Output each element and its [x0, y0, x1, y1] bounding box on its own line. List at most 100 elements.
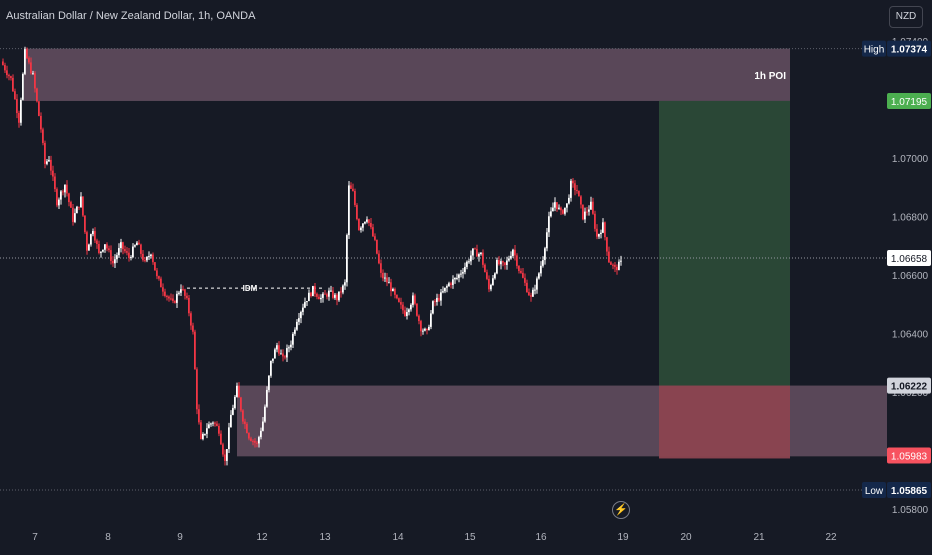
candle-body	[114, 259, 116, 264]
profit-zone[interactable]	[659, 100, 790, 386]
candle-body	[100, 251, 102, 253]
candle-body	[552, 207, 554, 212]
stop-loss-badge-bg	[887, 447, 931, 464]
candle-body	[386, 277, 388, 283]
candle-body	[318, 296, 320, 300]
candle-body	[252, 440, 254, 442]
candle-body	[326, 294, 328, 297]
candle-body	[496, 259, 498, 274]
candle-body	[222, 444, 224, 455]
candle-body	[84, 215, 86, 233]
candle-body	[482, 252, 484, 265]
symbol-title: Australian Dollar / New Zealand Dollar, …	[6, 10, 256, 22]
candle-body	[248, 433, 250, 439]
price-tick: 1.06400	[892, 330, 929, 341]
candle-body	[238, 385, 240, 398]
candle-body	[162, 287, 164, 292]
candle-body	[86, 232, 88, 251]
candle-body	[372, 227, 374, 237]
candle-body	[118, 248, 120, 256]
candle-body	[322, 293, 324, 298]
candle-body	[230, 414, 232, 428]
price-tick: 1.06600	[892, 271, 929, 282]
candle-body	[32, 73, 34, 75]
candle-body	[66, 184, 68, 194]
poi-zone[interactable]	[24, 48, 790, 101]
lightning-icon[interactable]: ⚡	[612, 501, 630, 519]
candle-body	[90, 234, 92, 245]
candle-body	[478, 254, 480, 257]
candle-body	[446, 286, 448, 288]
price-lines: IDM	[0, 48, 887, 491]
candle-body	[40, 115, 42, 130]
candle-body	[518, 265, 520, 271]
candle-body	[566, 203, 568, 208]
candle-body	[504, 262, 506, 265]
candle-body	[4, 65, 6, 71]
candle-body	[130, 257, 132, 259]
candle-body	[122, 242, 124, 250]
candle-body	[364, 221, 366, 224]
candle-body	[144, 260, 146, 262]
candle-body	[612, 264, 614, 266]
candle-body	[98, 244, 100, 253]
candle-body	[562, 210, 564, 214]
candle-body	[94, 231, 96, 241]
candle-body	[116, 255, 118, 260]
candle-body	[554, 202, 556, 208]
time-tick: 13	[319, 532, 331, 543]
candle-body	[276, 345, 278, 350]
candle-body	[184, 289, 186, 296]
candle-body	[170, 298, 172, 300]
candle-body	[108, 248, 110, 251]
low-price-badge-bg	[887, 481, 931, 498]
candle-body	[194, 331, 196, 370]
candle-body	[354, 190, 356, 206]
candle-body	[14, 91, 16, 100]
candle-body	[226, 449, 228, 461]
candle-body	[266, 389, 268, 407]
candle-body	[358, 219, 360, 231]
candle-body	[224, 454, 226, 461]
candle-body	[140, 244, 142, 254]
loss-zone[interactable]	[659, 385, 790, 459]
candle-body	[606, 237, 608, 252]
candle-body	[260, 430, 262, 438]
candle-body	[174, 300, 176, 303]
take-profit-badge: 1.07195	[891, 97, 928, 108]
candle-body	[20, 99, 22, 123]
candle-body	[598, 234, 600, 237]
candle-body	[52, 170, 54, 177]
candle-body	[64, 184, 66, 193]
candle-body	[74, 213, 76, 222]
candle-body	[416, 303, 418, 316]
time-tick: 19	[617, 532, 629, 543]
candle-body	[344, 282, 346, 286]
high-label-bg	[862, 40, 886, 57]
candle-body	[564, 207, 566, 214]
candle-body	[402, 304, 404, 311]
candle-body	[408, 309, 410, 313]
low-label-bg	[862, 481, 886, 498]
candle-body	[264, 406, 266, 422]
candle-body	[430, 313, 432, 327]
currency-button[interactable]: NZD	[889, 6, 923, 28]
candle-body	[572, 180, 574, 184]
candle-body	[466, 261, 468, 267]
candle-body	[104, 244, 106, 250]
candle-body	[48, 159, 50, 162]
candle-body	[126, 251, 128, 253]
candle-body	[244, 421, 246, 424]
candle-body	[590, 201, 592, 210]
time-tick: 7	[32, 532, 38, 543]
candle-body	[604, 222, 606, 238]
time-axis[interactable]: 7 8 9 12 13 14 15 16 19 20 21 22	[32, 532, 837, 543]
candle-body	[546, 232, 548, 249]
candle-body	[56, 189, 58, 206]
candle-body	[24, 49, 26, 74]
candle-body	[472, 248, 474, 256]
candle-body	[42, 129, 44, 143]
candle-body	[570, 180, 572, 198]
